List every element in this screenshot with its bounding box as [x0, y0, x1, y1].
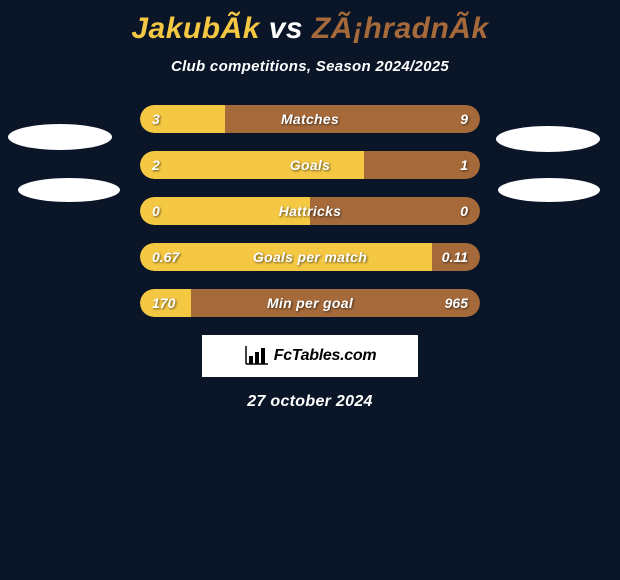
player1-avatar-bottom: [18, 178, 120, 202]
stat-label: Goals: [290, 157, 330, 173]
stat-value-left: 0: [152, 203, 160, 219]
brand-box: FcTables.com: [202, 335, 418, 377]
stat-row-goals: 2 Goals 1: [140, 151, 480, 179]
bar-chart-icon: [244, 346, 268, 366]
brand-text: FcTables.com: [274, 347, 377, 365]
stat-label: Matches: [281, 111, 339, 127]
stat-row-matches: 3 Matches 9: [140, 105, 480, 133]
stat-row-hattricks: 0 Hattricks 0: [140, 197, 480, 225]
stat-value-right: 9: [460, 111, 468, 127]
stat-value-right: 965: [445, 295, 468, 311]
stat-value-left: 0.67: [152, 249, 179, 265]
stat-value-left: 3: [152, 111, 160, 127]
stat-value-right: 0.11: [442, 249, 468, 265]
stat-label: Goals per match: [253, 249, 367, 265]
stat-row-goals-per-match: 0.67 Goals per match 0.11: [140, 243, 480, 271]
player2-avatar-top: [496, 126, 600, 152]
date-text: 27 october 2024: [0, 393, 620, 411]
stat-label: Hattricks: [279, 203, 342, 219]
stat-fill-right: [225, 105, 480, 133]
player1-avatar-top: [8, 124, 112, 150]
stat-row-min-per-goal: 170 Min per goal 965: [140, 289, 480, 317]
player1-name: JakubÃk: [131, 12, 260, 45]
subtitle: Club competitions, Season 2024/2025: [0, 58, 620, 75]
vs-text: vs: [269, 12, 303, 45]
player2-avatar-bottom: [498, 178, 600, 202]
comparison-title: JakubÃk vs ZÃ¡hradnÃk: [0, 0, 620, 46]
stat-value-right: 0: [460, 203, 468, 219]
player2-name: ZÃ¡hradnÃk: [312, 12, 489, 45]
stat-value-left: 2: [152, 157, 160, 173]
stat-fill-left: [140, 151, 364, 179]
stat-value-right: 1: [460, 157, 468, 173]
stat-label: Min per goal: [267, 295, 353, 311]
stat-value-left: 170: [152, 295, 175, 311]
stats-container: 3 Matches 9 2 Goals 1 0 Hattricks 0 0.67…: [140, 105, 480, 317]
